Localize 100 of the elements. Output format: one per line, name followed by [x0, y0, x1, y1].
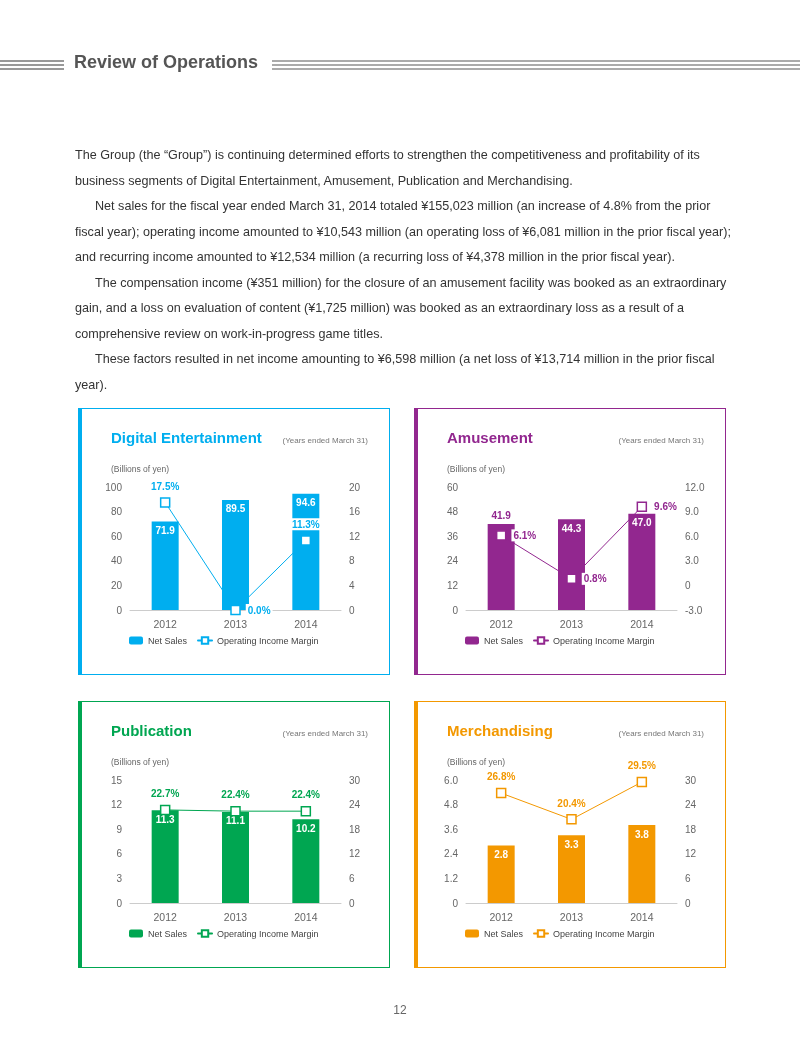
y-tick-label: 80 — [110, 506, 123, 518]
x-tick-label: 2013 — [559, 910, 584, 923]
data-label: 94.6 — [296, 497, 316, 509]
y2-tick-label: 9.0 — [685, 506, 700, 518]
data-label: 29.5% — [627, 760, 657, 772]
data-label: 89.5 — [225, 503, 246, 515]
data-label: 0.0% — [247, 604, 271, 616]
y-tick-label: 9 — [116, 823, 123, 835]
point — [636, 501, 648, 512]
y2-tick-label: 6 — [349, 872, 355, 884]
y2-tick-label: 0 — [349, 604, 355, 616]
data-label: 11.3 — [155, 813, 176, 825]
y2-tick-label: 24 — [685, 799, 697, 811]
y-tick-label: 0 — [116, 897, 123, 909]
y2-tick-label: 30 — [349, 774, 361, 786]
y-tick-label: 20 — [110, 579, 123, 591]
legend-label: Operating Income Margin — [553, 928, 655, 939]
data-label: 41.9 — [491, 509, 512, 521]
y2-tick-label: 12 — [349, 848, 361, 860]
y-tick-label: 15 — [110, 774, 123, 786]
data-label: 26.8% — [486, 771, 516, 783]
y2-tick-label: 4 — [349, 579, 355, 591]
y2-tick-label: 0 — [685, 579, 691, 591]
x-tick-label: 2014 — [294, 617, 318, 630]
data-label: 47.0 — [632, 517, 652, 529]
y2-tick-label: 30 — [685, 774, 697, 786]
x-tick-label: 2012 — [489, 617, 514, 630]
data-label: 2.8 — [494, 849, 509, 861]
y2-tick-label: 6 — [685, 872, 691, 884]
y-tick-label: 3.6 — [444, 823, 459, 835]
x-tick-label: 2012 — [153, 617, 178, 630]
data-label: 17.5% — [150, 480, 180, 492]
y-tick-label: 60 — [446, 481, 459, 493]
point — [636, 776, 648, 788]
chart-title: Amusement — [447, 429, 533, 446]
point — [566, 814, 577, 825]
chart-subtitle: (Years ended March 31) — [282, 435, 369, 445]
x-tick-label: 2013 — [223, 617, 248, 630]
bar — [558, 835, 585, 903]
x-tick-label: 2012 — [489, 910, 514, 923]
y-axis-title: (Billions of yen) — [447, 463, 506, 474]
y2-tick-label: -3.0 — [685, 604, 703, 616]
legend-label: Operating Income Margin — [217, 928, 319, 939]
chart-subtitle: (Years ended March 31) — [618, 728, 705, 738]
y-tick-label: 48 — [446, 506, 459, 518]
y-tick-label: 36 — [446, 530, 459, 542]
data-label: 11.3% — [291, 518, 320, 530]
y-tick-label: 12 — [110, 799, 123, 811]
bar — [487, 845, 515, 903]
legend-label: Operating Income Margin — [217, 635, 319, 646]
y-axis-title: (Billions of yen) — [447, 756, 506, 767]
text: Net sales for the fiscal year ended March 31, 2014 totaled ¥155,023 million (an increase of 4.8% from the prior fiscal year); operating income amounted to ¥10,543 million (an operating loss of ¥6,081 million in the prior fiscal year); and recurring income amounted to ¥12,534 million (a recurring loss of ¥4,378 million in the prior fiscal year). — [75, 198, 732, 266]
data-label: 3.3 — [564, 838, 579, 850]
y-tick-label: 2.4 — [444, 848, 459, 860]
data-label: 3.8 — [634, 828, 650, 840]
y-tick-label: 0 — [452, 604, 459, 616]
text: The compensation income (¥351 million) for the closure of an amusement facility was booked as an extraordinary gain, and a loss on evaluation of content (¥1,725 million) was booked as an extraordinary loss as a result of a comprehensive review on work-in-progress game titles. — [75, 274, 728, 343]
y-tick-label: 40 — [110, 555, 123, 567]
legend-label: Net Sales — [484, 635, 524, 646]
point — [495, 787, 507, 799]
y2-tick-label: 8 — [349, 555, 355, 567]
bar — [628, 825, 656, 903]
y2-tick-label: 12 — [685, 848, 697, 860]
y-tick-label: 3 — [116, 872, 123, 884]
y2-tick-label: 20 — [349, 481, 361, 493]
y-tick-label: 24 — [446, 555, 459, 567]
chart-subtitle: (Years ended March 31) — [618, 435, 705, 445]
y-tick-label: 6.0 — [444, 774, 459, 786]
legend-label: Net Sales — [148, 928, 188, 939]
chart-title: Digital Entertainment — [111, 429, 262, 446]
y-tick-label: 100 — [105, 481, 123, 493]
chart-title: Merchandising — [447, 722, 553, 739]
y2-tick-label: 16 — [349, 506, 361, 518]
y-tick-label: 1.2 — [444, 872, 459, 884]
text: Review of Operations — [74, 52, 259, 73]
chart-title: Publication — [111, 722, 192, 739]
data-label: 44.3 — [561, 522, 582, 534]
data-label: 9.6% — [654, 501, 677, 513]
data-label: 71.9 — [155, 525, 176, 537]
y-tick-label: 0 — [452, 897, 459, 909]
text: The Group (the “Group”) is continuing determined efforts to strengthen the competitiveness and profitability of its business segments of Digital Entertainment, Amusement, Publication and Merchandising. — [75, 147, 701, 190]
data-label: 22.7% — [150, 788, 180, 800]
y-axis-title: (Billions of yen) — [111, 756, 170, 767]
y2-tick-label: 0 — [349, 897, 355, 909]
x-tick-label: 2012 — [153, 910, 178, 923]
y-tick-label: 0 — [116, 604, 123, 616]
y-tick-label: 60 — [110, 530, 123, 542]
x-tick-label: 2014 — [630, 617, 654, 630]
y-tick-label: 4.8 — [444, 799, 459, 811]
legend-label: Net Sales — [484, 928, 524, 939]
x-tick-label: 2013 — [223, 910, 248, 923]
y2-tick-label: 18 — [685, 823, 697, 835]
y2-tick-label: 18 — [349, 823, 361, 835]
bar — [292, 819, 320, 903]
y2-tick-label: 3.0 — [685, 555, 700, 567]
y-tick-label: 6 — [116, 848, 123, 860]
text: 12 — [392, 1003, 408, 1017]
data-label: 6.1% — [513, 529, 537, 541]
x-tick-label: 2014 — [630, 910, 654, 923]
data-label: 0.8% — [583, 573, 607, 585]
